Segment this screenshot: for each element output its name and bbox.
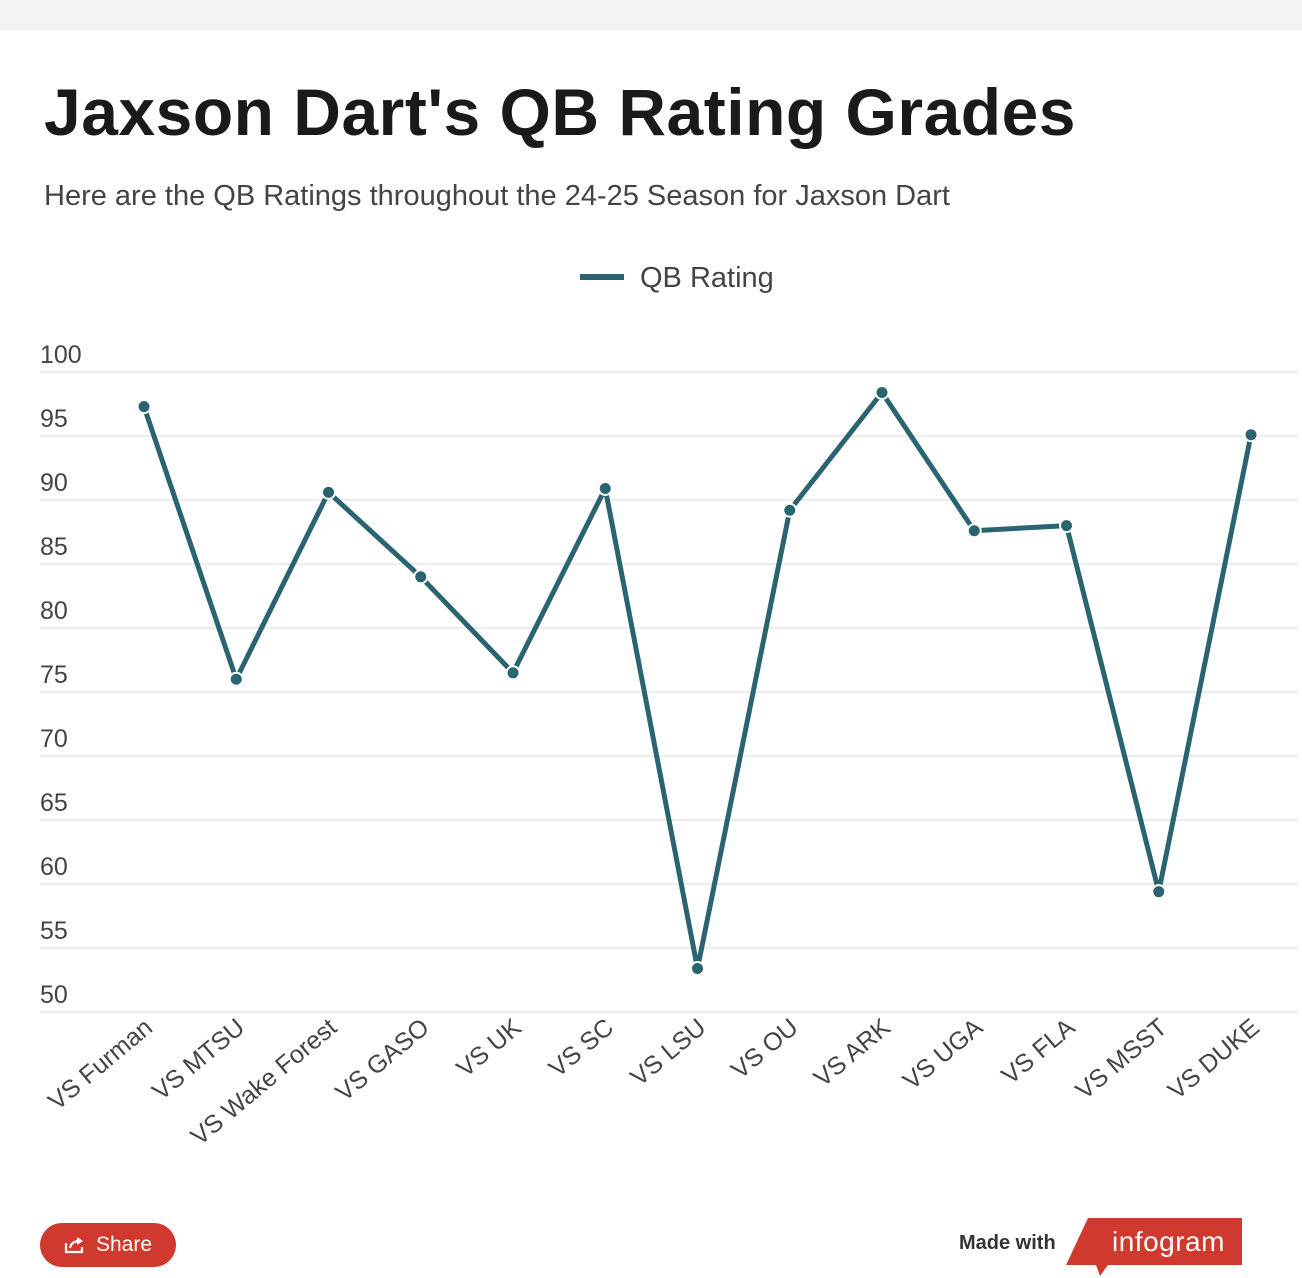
legend-label[interactable]: QB Rating [640,262,774,294]
y-tick-label: 95 [40,405,68,433]
x-tick-label: VS OU [726,1013,804,1084]
x-tick-label: VS MSST [1071,1013,1173,1105]
y-tick-label: 85 [40,533,68,561]
data-point[interactable] [413,569,429,585]
y-tick-label: 80 [40,597,68,625]
data-point[interactable] [1059,518,1074,534]
y-tick-label: 90 [40,469,68,497]
y-tick-label: 75 [40,661,68,689]
x-tick-label: VS DUKE [1163,1013,1265,1105]
share-button[interactable]: Share [40,1223,176,1267]
x-tick-label: VS GASO [330,1013,434,1107]
data-point[interactable] [321,484,336,500]
legend: QB Rating [580,262,774,294]
chart-subtitle: Here are the QB Ratings throughout the 2… [44,180,950,212]
y-tick-label: 50 [40,981,68,1009]
data-point[interactable] [1243,427,1259,443]
x-tick-label: VS UK [451,1013,527,1083]
y-tick-label: 60 [40,853,68,881]
data-point[interactable] [136,399,152,415]
x-tick-label: VS FLA [996,1013,1080,1090]
data-point[interactable] [1151,884,1167,900]
data-point[interactable] [228,671,244,687]
top-bar [0,0,1302,30]
chart-title: Jaxson Dart's QB Rating Grades [44,75,1077,149]
series-line [141,389,1254,971]
data-point[interactable] [782,502,798,518]
y-tick-label: 70 [40,725,68,753]
x-tick-label: VS ARK [809,1013,896,1093]
y-tick-label: 100 [40,341,82,369]
share-label: Share [95,1233,153,1256]
data-point[interactable] [874,384,890,400]
x-tick-label: VS Furman [43,1013,158,1116]
y-tick-label: 55 [40,917,68,945]
infogram-brand-text: infogram [1112,1226,1225,1257]
data-point[interactable] [597,480,613,496]
x-tick-label: VS LSU [625,1013,711,1092]
y-axis-ticks: 50 55 60 65 70 75 80 85 90 95 100 [40,341,82,1009]
y-tick-label: 65 [40,789,68,817]
data-point[interactable] [966,523,982,539]
share-icon [64,1237,84,1254]
data-point[interactable] [690,960,705,976]
made-with-label: Made with [959,1232,1056,1254]
data-point[interactable] [505,665,521,681]
x-tick-label: VS UGA [898,1013,989,1095]
x-tick-label: VS SC [544,1013,619,1083]
infogram-logo[interactable] [1066,1218,1244,1278]
series-layer [136,384,1259,976]
